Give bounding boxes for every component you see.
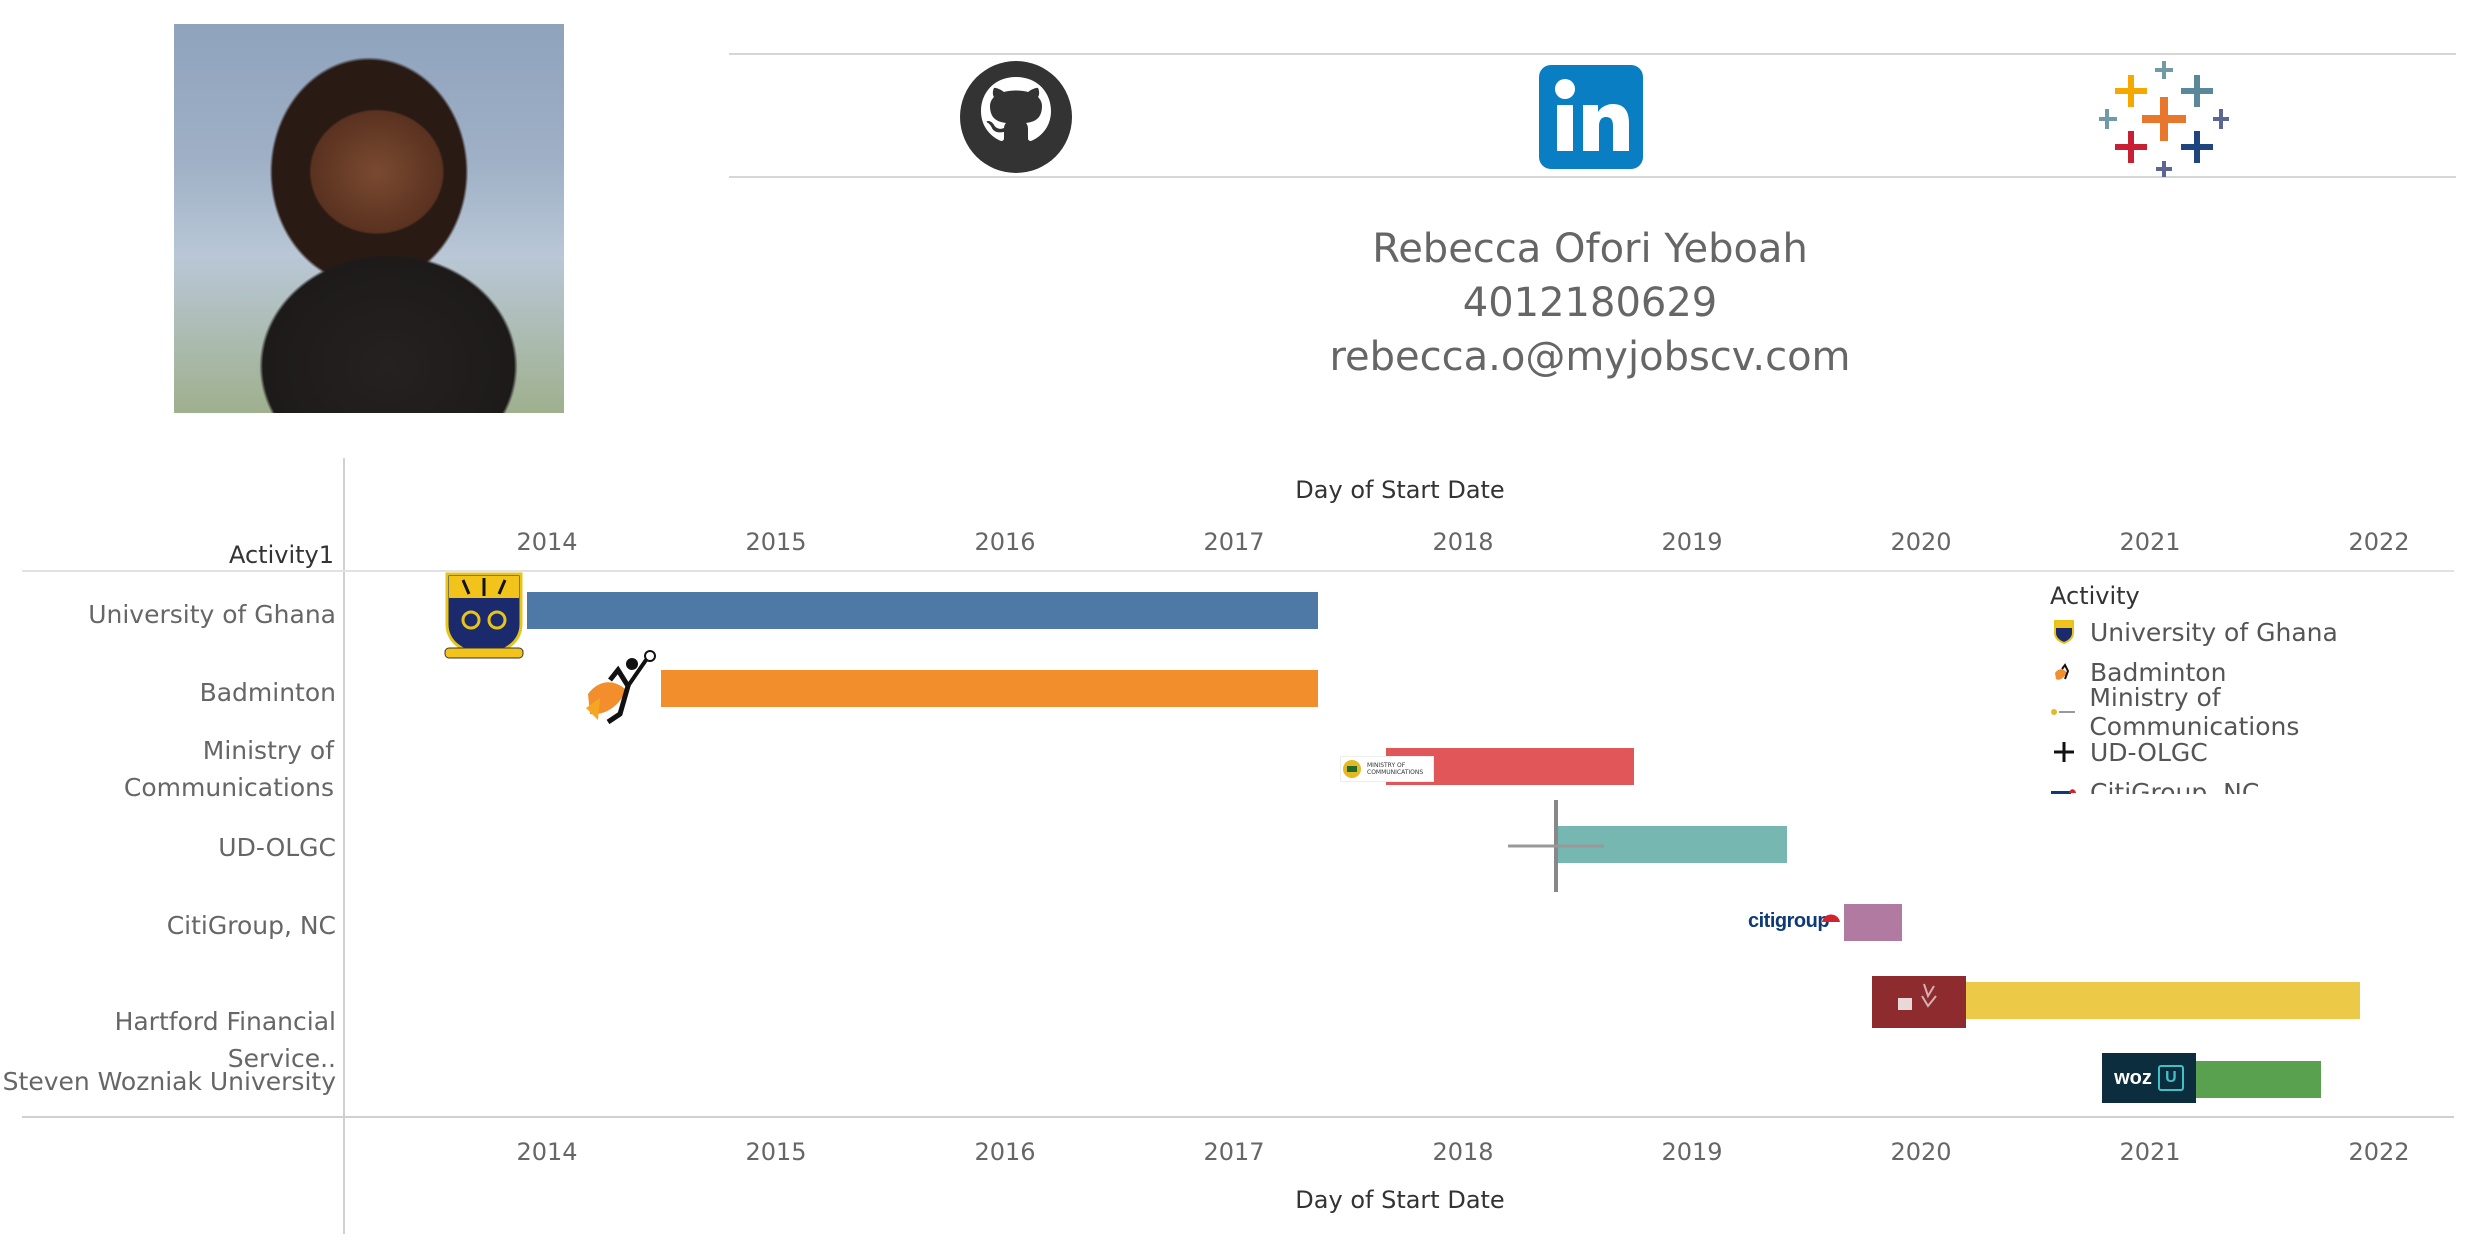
tick-bottom-2022: 2022	[2348, 1138, 2410, 1166]
tick-bottom-2018: 2018	[1432, 1138, 1494, 1166]
tick-top-2016: 2016	[974, 528, 1036, 556]
legend-label: UD-OLGC	[2090, 737, 2208, 767]
wozu-logo-text: woz	[2114, 1066, 2152, 1089]
tick-top-2014: 2014	[516, 528, 578, 556]
badminton-icon	[2050, 658, 2078, 686]
tableau-icon	[2099, 61, 2229, 177]
chart-header-divider	[22, 570, 2454, 572]
chart-footer-divider	[22, 1116, 2454, 1118]
university-of-ghana-icon	[2050, 618, 2078, 646]
linkedin-icon	[1539, 65, 1643, 169]
x-axis-title-top: Day of Start Date	[1295, 476, 1505, 504]
tick-top-2018: 2018	[1432, 528, 1494, 556]
tick-bottom-2019: 2019	[1661, 1138, 1723, 1166]
row-label-wozniak: Steven Wozniak University	[2, 1067, 336, 1096]
citigroup-logo-text: citigroup	[1748, 910, 1830, 932]
legend-item-university-of-ghana[interactable]: University of Ghana	[2050, 612, 2430, 652]
hartford-logo	[1872, 976, 1966, 1028]
tick-top-2022: 2022	[2348, 528, 2410, 556]
wozu-logo: woz U	[2102, 1053, 2196, 1103]
citigroup-logo: citigroup	[1748, 910, 1842, 940]
wozu-logo-u: U	[2157, 1065, 2184, 1091]
profile-name: Rebecca Ofori Yeboah	[1372, 226, 1808, 272]
github-link[interactable]	[959, 55, 1074, 176]
github-icon	[960, 61, 1072, 173]
linkedin-link[interactable]	[1539, 65, 1643, 169]
university-of-ghana-logo	[443, 572, 525, 660]
legend-label: Ministry of Communications	[2089, 683, 2300, 741]
ud-olgc-cross	[1508, 800, 1604, 892]
tick-bottom-2017: 2017	[1203, 1138, 1265, 1166]
badminton-logo	[580, 650, 664, 726]
row-label-hartford: Hartford Financial Service..	[114, 1007, 336, 1073]
bar-university-of-ghana[interactable]	[527, 592, 1319, 629]
chart-left-border	[343, 458, 345, 1234]
ministry-logo-text: MINISTRY OF COMMUNICATIONS	[1367, 762, 1424, 776]
legend-item-citigroup[interactable]: CitiGroup, NC	[2050, 772, 2430, 794]
row-label-university-of-ghana: University of Ghana	[88, 600, 336, 629]
bar-steven-wozniak-university[interactable]	[2196, 1061, 2322, 1098]
tick-bottom-2016: 2016	[974, 1138, 1036, 1166]
legend-label: University of Ghana	[2090, 617, 2338, 647]
row-header: Activity1	[228, 541, 334, 569]
tick-top-2017: 2017	[1203, 528, 1265, 556]
profile-email[interactable]: rebecca.o@myjobscv.com	[1329, 334, 1851, 380]
citigroup-icon	[2050, 778, 2078, 794]
profile-photo	[174, 24, 564, 413]
tick-bottom-2015: 2015	[745, 1138, 807, 1166]
ministry-logo: MINISTRY OF COMMUNICATIONS	[1340, 756, 1434, 782]
legend-title: Activity	[2050, 582, 2140, 610]
tick-top-2015: 2015	[745, 528, 807, 556]
legend[interactable]: University of Ghana Badminton Ministry o…	[2050, 612, 2430, 794]
social-links-bar	[729, 53, 2456, 178]
row-label-citigroup: CitiGroup, NC	[166, 911, 336, 940]
x-axis-title-bottom: Day of Start Date	[1295, 1186, 1505, 1214]
legend-item-ministry[interactable]: Ministry of Communications	[2050, 683, 2430, 741]
bar-hartford-financial-service[interactable]	[1966, 982, 2360, 1019]
tick-bottom-2020: 2020	[1890, 1138, 1952, 1166]
row-label-ministry: Ministry of Communications	[123, 736, 334, 802]
bar-citigroup-nc[interactable]	[1844, 904, 1902, 941]
tick-top-2021: 2021	[2119, 528, 2181, 556]
profile-phone: 4012180629	[1462, 280, 1718, 326]
tick-bottom-2021: 2021	[2119, 1138, 2181, 1166]
row-label-ud-olgc: UD-OLGC	[218, 833, 336, 862]
bar-badminton[interactable]	[660, 670, 1319, 707]
tableau-link[interactable]	[2099, 57, 2229, 177]
ministry-icon	[2050, 698, 2077, 726]
tick-top-2020: 2020	[1890, 528, 1952, 556]
legend-label: Badminton	[2090, 657, 2227, 687]
legend-item-ud-olgc[interactable]: UD-OLGC	[2050, 732, 2430, 772]
legend-label: CitiGroup, NC	[2090, 777, 2260, 795]
tick-bottom-2014: 2014	[516, 1138, 578, 1166]
plus-icon	[2050, 738, 2078, 766]
row-label-badminton: Badminton	[199, 678, 336, 707]
tick-top-2019: 2019	[1661, 528, 1723, 556]
legend-item-badminton[interactable]: Badminton	[2050, 652, 2430, 692]
